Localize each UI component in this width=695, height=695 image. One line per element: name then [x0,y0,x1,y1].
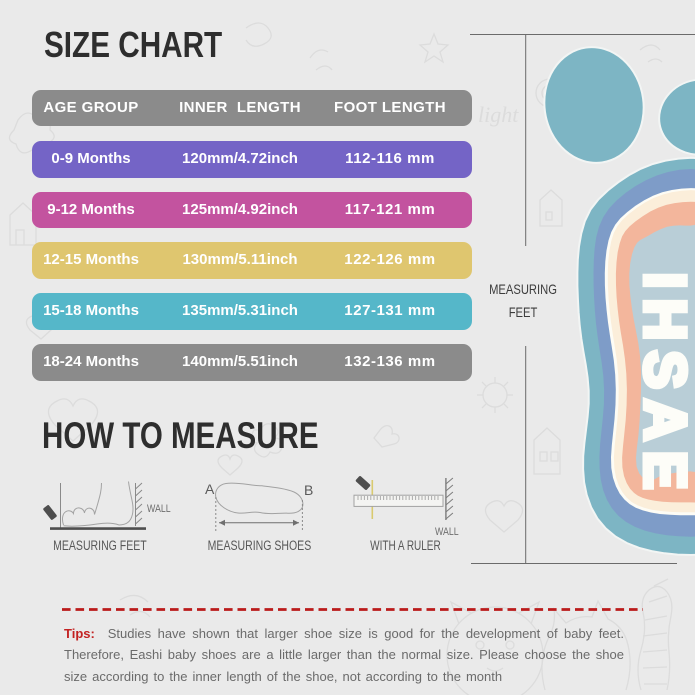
svg-text:A: A [205,481,215,497]
svg-text:light: light [478,102,519,127]
svg-text:B: B [304,482,313,498]
